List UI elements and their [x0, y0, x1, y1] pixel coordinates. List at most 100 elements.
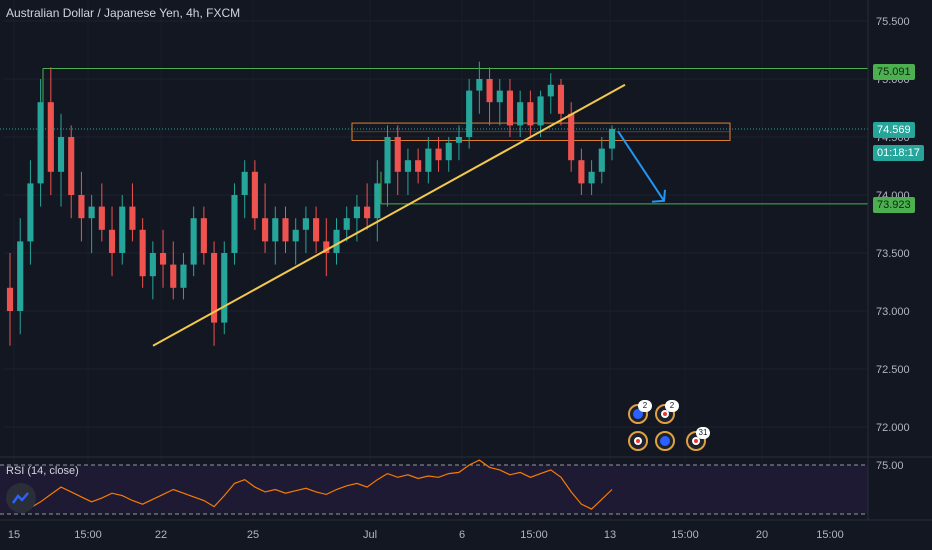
candle-body	[6, 287, 14, 311]
current-price-tag: 74.569	[873, 122, 915, 138]
candle-body	[139, 229, 146, 277]
candle-body	[476, 79, 483, 91]
time-tick-label: 15	[8, 529, 20, 541]
candle-body	[435, 148, 442, 161]
projection-arrow-line	[617, 130, 665, 202]
time-tick-label: 15:00	[74, 529, 102, 541]
candle-body	[578, 160, 585, 184]
candle-body	[557, 84, 565, 114]
chart-grid	[4, 0, 868, 520]
countdown-tag: 01:18:17	[873, 145, 924, 161]
candle-body	[364, 206, 371, 219]
candle-body	[353, 206, 360, 219]
event-icon[interactable]: 2	[628, 400, 652, 424]
chart-title: Australian Dollar / Japanese Yen, 4h, FX…	[6, 6, 241, 20]
candle-body	[486, 79, 493, 103]
price-tick-label: 72.500	[876, 364, 910, 376]
candle-body	[180, 264, 187, 288]
candle-body	[17, 241, 24, 311]
candle-body	[313, 218, 320, 242]
candle-body	[211, 253, 218, 323]
candle-body	[415, 160, 422, 172]
time-tick-label: 25	[247, 529, 259, 541]
candle-body	[47, 102, 54, 172]
candle-body	[527, 102, 534, 126]
candle-body	[455, 137, 463, 143]
rsi-title: RSI (14, close)	[6, 465, 79, 477]
candle-body	[88, 206, 95, 219]
tradingview-logo[interactable]	[6, 483, 36, 513]
time-tick-label: 6	[459, 529, 465, 541]
time-tick-label: 15:00	[816, 529, 844, 541]
candle-body	[384, 137, 391, 184]
price-tick-label: 72.000	[876, 422, 910, 434]
candle-body	[323, 241, 330, 253]
candle-body	[445, 142, 452, 161]
price-tick-label: 75.500	[876, 16, 910, 28]
candle-body	[98, 206, 105, 230]
ascending-trendline	[152, 83, 626, 347]
time-tick-label: 13	[604, 529, 616, 541]
candle-body	[547, 84, 554, 97]
event-icon[interactable]	[628, 431, 648, 451]
candle-body	[425, 148, 432, 172]
candle-body	[241, 171, 248, 195]
candle-body	[506, 90, 514, 126]
candle-body	[404, 160, 411, 172]
candle-body	[108, 229, 116, 253]
candle-body	[119, 206, 126, 253]
candle-body	[598, 148, 605, 172]
candle-body	[231, 195, 238, 253]
horizontal-levels	[0, 67, 868, 205]
candle-body	[149, 253, 156, 277]
candle-body	[588, 171, 595, 184]
candle-body	[262, 218, 269, 242]
candle-body	[282, 218, 289, 242]
candle-body	[200, 218, 207, 253]
candle-body	[272, 218, 279, 242]
event-icon[interactable]: 31	[686, 427, 710, 451]
candle-body	[159, 253, 167, 265]
candle-body	[466, 90, 473, 137]
candle-body	[394, 137, 401, 172]
candle-body	[27, 183, 34, 242]
price-tick-label: 73.000	[876, 306, 910, 318]
time-tick-label: 20	[756, 529, 768, 541]
candle-body	[343, 218, 350, 230]
candle-body	[190, 218, 197, 265]
candle-body	[78, 195, 85, 219]
price-tick-label: 73.500	[876, 248, 910, 260]
time-tick-label: Jul	[363, 529, 377, 541]
candle-body	[251, 171, 258, 219]
logo-icon	[12, 492, 29, 504]
event-icon[interactable]	[655, 431, 675, 451]
candle-body	[517, 102, 524, 126]
candle-body	[568, 113, 575, 161]
time-tick-label: 15:00	[671, 529, 699, 541]
rsi-axis-label: 75.00	[876, 460, 904, 472]
time-tick-label: 15:00	[520, 529, 548, 541]
candle-body	[333, 229, 340, 253]
candle-body	[608, 128, 616, 149]
candle-body	[221, 253, 228, 323]
upper-level-tag: 75.091	[873, 64, 915, 80]
lower-level-tag: 73.923	[873, 197, 915, 213]
rsi-pane: 75.00	[0, 459, 904, 515]
candle-body	[537, 96, 544, 126]
candle-body	[57, 137, 65, 172]
candle-body	[496, 90, 503, 103]
candle-body	[129, 206, 136, 230]
event-icon[interactable]: 2	[655, 400, 679, 424]
candles-series	[6, 61, 616, 346]
candle-body	[374, 183, 381, 219]
projection-arrowhead	[651, 189, 666, 203]
drawings	[152, 83, 666, 347]
candle-body	[292, 229, 299, 242]
candle-body	[37, 102, 44, 184]
rsi-band	[0, 465, 868, 514]
rsi-line	[9, 459, 613, 510]
time-tick-label: 22	[155, 529, 167, 541]
candle-body	[68, 137, 75, 195]
